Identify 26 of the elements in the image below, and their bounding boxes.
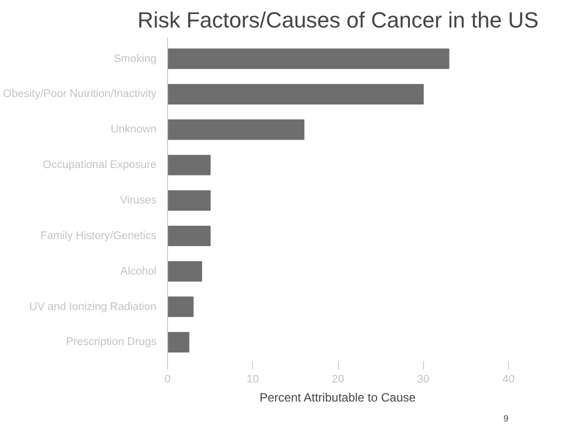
x-tick-label: 0 xyxy=(164,374,171,386)
x-axis-title: Percent Attributable to Cause xyxy=(260,390,416,404)
y-tick-label: Obesity/Poor Nutrition/Inactivity xyxy=(3,88,157,100)
y-tick-label: Prescription Drugs xyxy=(66,336,157,348)
y-tick-label: Occupational Exposure xyxy=(42,159,156,172)
bar xyxy=(168,84,424,104)
y-tick-label: Unknown xyxy=(110,124,156,136)
bar xyxy=(168,261,202,282)
x-tick-label: 40 xyxy=(502,374,515,386)
x-tick-label: 30 xyxy=(417,374,430,386)
chart-title: Risk Factors/Causes of Cancer in the US xyxy=(137,8,539,32)
y-tick-label: Alcohol xyxy=(120,265,156,278)
bar xyxy=(168,190,211,211)
bar xyxy=(168,154,211,176)
y-tick-label: Family History/Genetics xyxy=(40,230,157,242)
bar xyxy=(168,332,190,352)
y-tick-label: Viruses xyxy=(120,194,157,206)
y-tick-label: UV and Ionizing Radiation xyxy=(29,300,157,313)
x-tick-label: 20 xyxy=(332,374,344,386)
y-tick-label: Smoking xyxy=(114,52,156,65)
x-tick-label: 10 xyxy=(246,374,259,386)
bar xyxy=(168,48,450,70)
bar xyxy=(168,119,304,140)
bar xyxy=(168,226,211,246)
text: 9 xyxy=(503,414,509,424)
bar xyxy=(168,296,194,318)
